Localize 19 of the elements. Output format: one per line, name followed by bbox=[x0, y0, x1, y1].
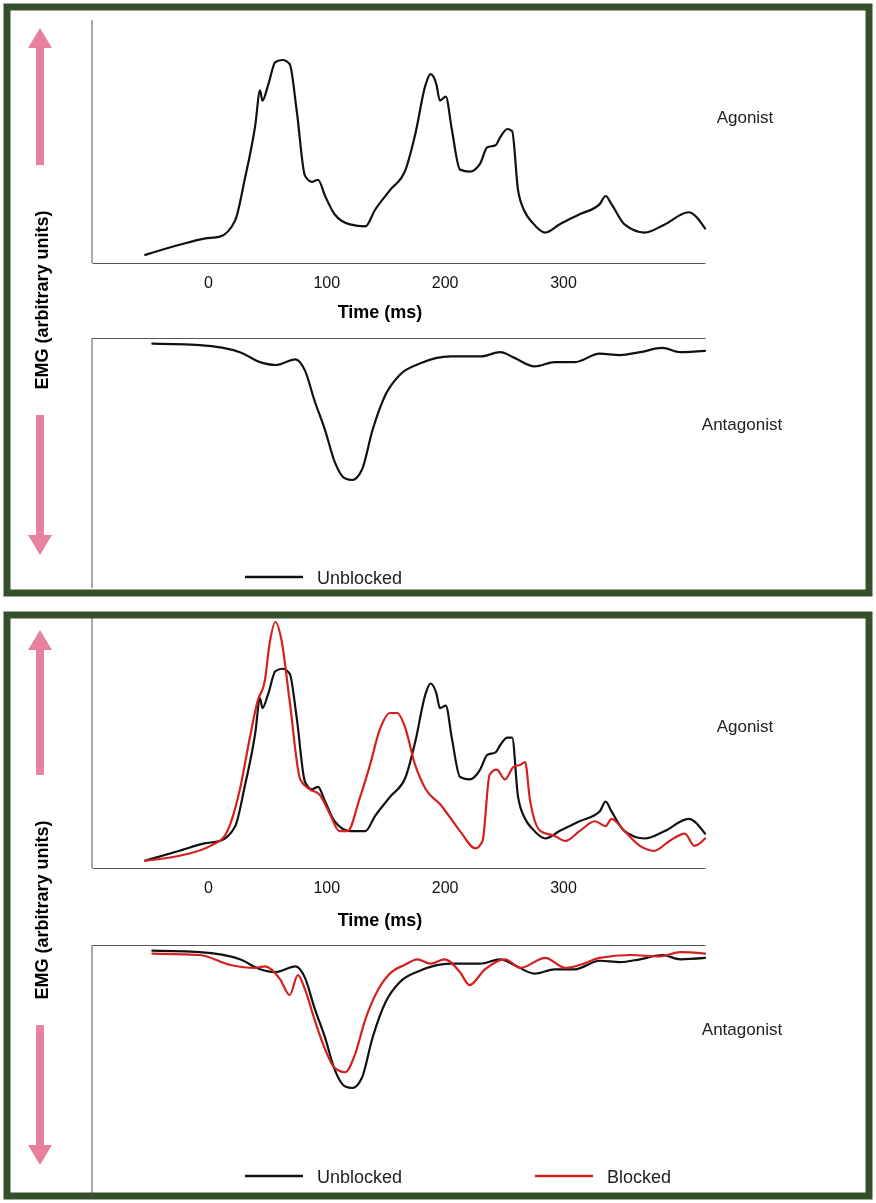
x-tick-label: 100 bbox=[313, 879, 341, 897]
y-axis-title: EMG (arbitrary units) bbox=[32, 820, 52, 1000]
x-axis-title: Time (ms) bbox=[337, 910, 423, 930]
x-axis-title: Time (ms) bbox=[337, 302, 423, 322]
x-tick-label: 100 bbox=[313, 274, 341, 292]
x-tick-label: 0 bbox=[204, 879, 214, 897]
annotation: Antagonist bbox=[701, 415, 783, 434]
x-tick-label: 200 bbox=[431, 274, 459, 292]
y-axis-title: EMG (arbitrary units) bbox=[32, 210, 52, 390]
x-tick-label: 200 bbox=[431, 879, 459, 897]
annotation: Antagonist bbox=[701, 1020, 783, 1039]
legend-label: Unblocked bbox=[317, 568, 403, 588]
legend-label: Unblocked bbox=[317, 1167, 403, 1187]
x-tick-label: 300 bbox=[550, 879, 577, 897]
text: Agonist bbox=[716, 108, 774, 127]
x-tick-label: 0 bbox=[204, 274, 214, 292]
text: Agonist bbox=[716, 717, 774, 736]
x-tick-label: 300 bbox=[550, 274, 577, 292]
legend-label: Blocked bbox=[607, 1167, 672, 1187]
